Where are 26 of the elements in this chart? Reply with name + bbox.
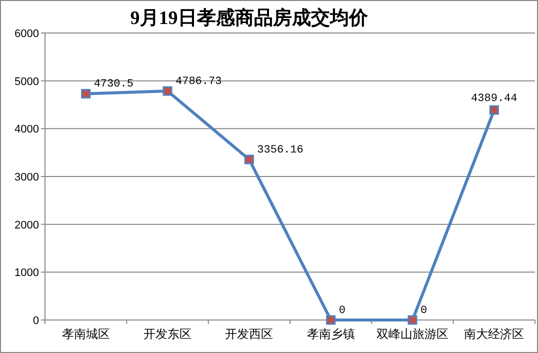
x-tick-label: 孝南乡镇: [306, 327, 355, 341]
y-tick-label: 3000: [14, 172, 39, 184]
y-tick-label: 6000: [14, 28, 39, 40]
point: [489, 105, 499, 115]
x-tick-label: 开发西区: [225, 327, 274, 341]
data-label: 0: [420, 305, 428, 317]
chart-title: 9月19日孝感商品房成交均价: [130, 7, 369, 29]
data-label: 4786.73: [176, 76, 222, 88]
y-tick-label: 0: [32, 315, 39, 327]
y-tick-label: 4000: [14, 124, 39, 136]
y-tick-label: 1000: [14, 267, 39, 280]
x-tick-label: 开发东区: [144, 327, 192, 341]
data-label: 4730.5: [94, 78, 134, 91]
x-tick-label: 双峰山旅游区: [376, 327, 448, 341]
data-label: 4389.44: [471, 93, 518, 106]
y-tick-label: 5000: [14, 76, 39, 88]
point: [326, 315, 336, 325]
x-tick-label: 孝南城区: [62, 327, 110, 341]
point: [244, 154, 254, 164]
x-tick-label: 南大经济区: [464, 327, 524, 341]
y-tick-label: 2000: [14, 219, 39, 232]
point: [81, 88, 91, 98]
data-label: 3356.16: [257, 144, 304, 156]
data-label: 0: [338, 305, 346, 317]
point: [162, 86, 172, 96]
point: [408, 315, 418, 325]
